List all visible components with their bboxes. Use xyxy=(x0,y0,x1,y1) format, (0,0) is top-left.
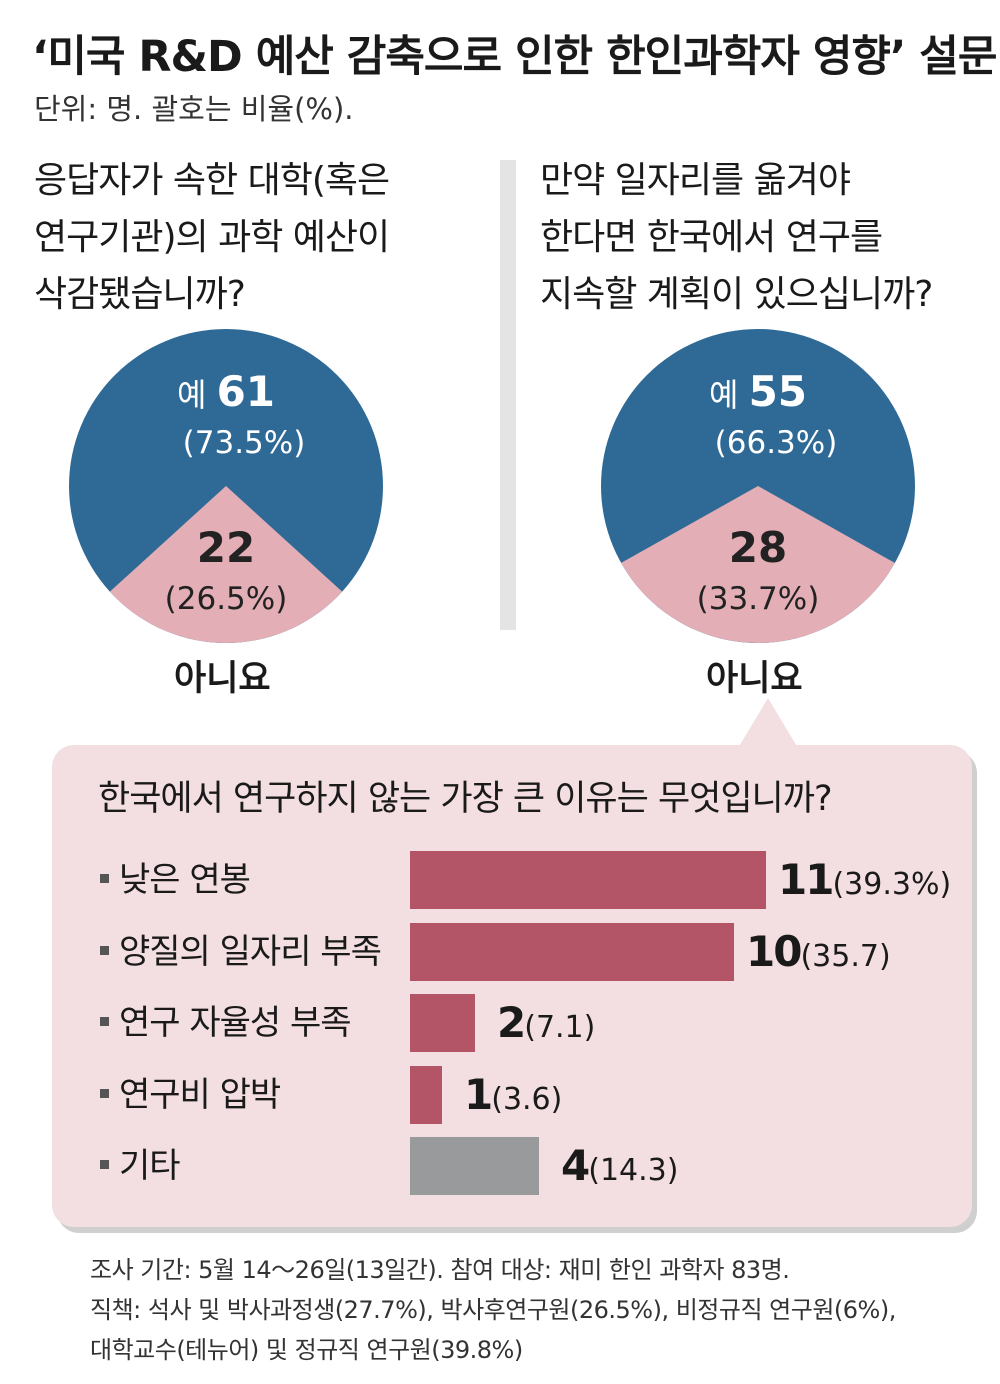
bar xyxy=(410,1137,539,1195)
bar xyxy=(410,922,734,981)
bar-value-label: 11(39.3%) xyxy=(778,855,952,904)
pie-slice-no xyxy=(109,486,343,643)
pie-yes-pct-label: (73.5%) xyxy=(183,425,306,461)
bullet-square-icon xyxy=(100,874,109,883)
pie-no-pct-label: (26.5%) xyxy=(165,581,288,617)
bar xyxy=(410,851,766,909)
footnote-line: 조사 기간: 5월 14～26일(13일간). 참여 대상: 재미 한인 과학자… xyxy=(90,1256,790,1284)
bullet-square-icon xyxy=(100,945,109,955)
pie1-question: 응답자가 속한 대학(혹은 연구기관)의 과학 예산이 삭감됐습니까? xyxy=(34,152,390,323)
bar-category-label: 연구비 압박 xyxy=(100,1065,281,1125)
bar-value-label: 4(14.3) xyxy=(561,1141,679,1190)
column-divider xyxy=(500,160,516,630)
bar-value-label: 1(3.6) xyxy=(464,1069,563,1119)
pie1-question-line: 응답자가 속한 대학(혹은 xyxy=(34,160,390,201)
page-title: ‘미국 R&D 예산 감축으로 인한 한인과학자 영향’ 설문 xyxy=(32,32,997,82)
bullet-square-icon xyxy=(100,1017,109,1026)
pie-yes-count-label: 예 61 xyxy=(177,367,275,416)
bar xyxy=(410,1065,442,1124)
pie1-question-line: 삭감됐습니까? xyxy=(34,274,246,315)
bar-row: 양질의 일자리 부족 10(35.7) xyxy=(0,922,1000,982)
footnote-line: 대학교수(테뉴어) 및 정규직 연구원(39.8%) xyxy=(90,1336,523,1364)
pie2-no-label: 아니요 xyxy=(706,659,803,699)
pie-no-count-label: 28 xyxy=(729,523,787,572)
pie2-question-line: 지속할 계획이 있으십니까? xyxy=(540,274,933,315)
pie2-question-line: 한다면 한국에서 연구를 xyxy=(540,217,883,258)
pie-chart-korea-plan: 예 55 (66.3%) 28 (33.7%) xyxy=(601,329,915,643)
bar-category-label: 기타 xyxy=(100,1136,181,1196)
pie2-question: 만약 일자리를 옮겨야 한다면 한국에서 연구를 지속할 계획이 있으십니까? xyxy=(540,152,933,323)
pie1-question-line: 연구기관)의 과학 예산이 xyxy=(34,217,390,258)
pie-yes-count-label: 예 55 xyxy=(709,367,807,416)
pie-slice-no xyxy=(621,486,895,643)
pie2-question-line: 만약 일자리를 옮겨야 xyxy=(540,160,851,201)
bar-row: 연구비 압박 1(3.6) xyxy=(0,1065,1000,1125)
bar-row: 연구 자율성 부족 2(7.1) xyxy=(0,993,1000,1053)
bar-row: 기타 4(14.3) xyxy=(0,1136,1000,1196)
bullet-square-icon xyxy=(100,1160,109,1169)
bar-category-label: 연구 자율성 부족 xyxy=(100,993,352,1053)
pie-no-count-label: 22 xyxy=(197,523,255,572)
footnote-line: 직책: 석사 및 박사과정생(27.7%), 박사후연구원(26.5%), 비정… xyxy=(90,1296,896,1324)
bar-category-label: 양질의 일자리 부족 xyxy=(100,922,382,982)
pie-no-pct-label: (33.7%) xyxy=(697,581,820,617)
unit-note: 단위: 명. 괄호는 비율(%). xyxy=(34,92,354,126)
bar-value-label: 10(35.7) xyxy=(746,926,891,976)
pie-chart-budget-cut: 예 61 (73.5%) 22 (26.5%) xyxy=(69,329,383,643)
bar xyxy=(410,994,475,1052)
bar-row: 낮은 연봉 11(39.3%) xyxy=(0,850,1000,910)
bullet-square-icon xyxy=(100,1088,109,1098)
pie1-no-label: 아니요 xyxy=(174,659,271,699)
bar-chart-question: 한국에서 연구하지 않는 가장 큰 이유는 무엇입니까? xyxy=(98,779,833,819)
pie-yes-pct-label: (66.3%) xyxy=(715,425,838,461)
callout-tail xyxy=(738,698,798,748)
bar-value-label: 2(7.1) xyxy=(497,998,596,1047)
bar-category-label: 낮은 연봉 xyxy=(100,850,251,910)
